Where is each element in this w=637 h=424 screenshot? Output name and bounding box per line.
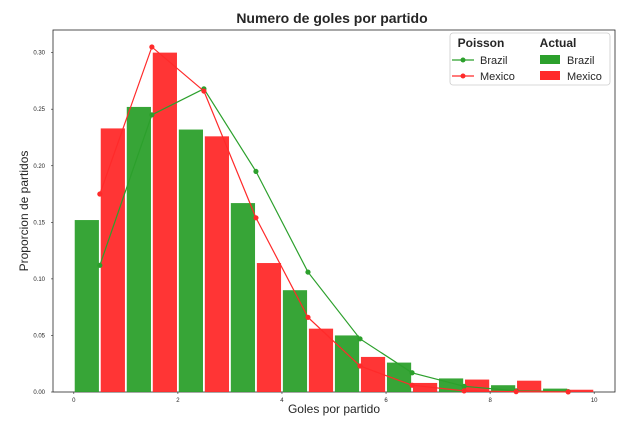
x-tick-label: 0 (72, 398, 76, 404)
poisson-point-brazil-4 (305, 269, 311, 275)
x-axis-label: Goles por partido (288, 402, 380, 416)
poisson-point-mexico-0 (97, 191, 103, 197)
bar-mexico-5 (360, 356, 386, 392)
bar-mexico-6 (412, 382, 438, 392)
y-tick-label: 0.30 (33, 51, 45, 57)
poisson-point-mexico-3 (253, 215, 259, 221)
bar-mexico-1 (152, 52, 177, 392)
y-tick-label: 0.20 (33, 164, 45, 170)
bar-mexico-9 (569, 389, 594, 392)
line-layer (97, 44, 571, 395)
poisson-point-mexico-2 (201, 88, 207, 94)
x-tick-label: 6 (384, 398, 388, 404)
chart-title: Numero de goles por partido (236, 10, 427, 26)
bar-mexico-2 (204, 136, 230, 392)
bar-brazil-2 (178, 129, 203, 393)
y-tick-label: 0.15 (33, 220, 45, 226)
legend-actual-brazil-label: Brazil (567, 55, 595, 67)
poisson-point-brazil-0 (97, 262, 103, 268)
poisson-point-brazil-7 (461, 383, 467, 389)
poisson-point-brazil-3 (253, 168, 259, 175)
poisson-point-brazil-6 (409, 370, 415, 376)
poisson-line-brazil (99, 88, 569, 393)
poisson-point-brazil-5 (357, 336, 363, 342)
y-axis-label: Proporcion de partidos (17, 151, 31, 272)
bar-mexico-8 (517, 380, 542, 392)
legend-header-poisson: Poisson (458, 36, 505, 50)
legend-box (449, 32, 611, 86)
legend-poisson-mexico-label: Mexico (480, 71, 515, 83)
y-tick-label: 0.25 (33, 107, 45, 113)
bar-brazil-5 (334, 335, 360, 392)
poisson-point-mexico-4 (305, 314, 311, 320)
poisson-line-mexico (99, 45, 569, 393)
x-tick-label: 8 (488, 398, 492, 404)
legend-header-actual: Actual (540, 36, 577, 50)
legend-poisson-brazil-label: Brazil (480, 55, 508, 67)
bar-brazil-3 (230, 203, 256, 392)
poisson-point-mexico-9 (565, 389, 571, 395)
legend-poisson-mexico-marker (460, 73, 466, 79)
x-tick-label: 4 (280, 398, 284, 404)
bar-brazil-8 (491, 385, 516, 392)
legend-poisson-brazil-marker (460, 57, 466, 63)
bar-mexico-3 (256, 263, 282, 392)
legend-actual-mexico-swatch (540, 71, 560, 80)
y-tick-label: 0.10 (33, 277, 45, 283)
x-axis-ticks: 0 2 4 6 8 10 (72, 392, 598, 404)
bar-brazil-9 (543, 388, 568, 392)
bar-mexico-4 (308, 328, 334, 392)
bar-brazil-0 (74, 220, 99, 392)
x-tick-label: 10 (591, 398, 598, 404)
x-tick-label: 2 (176, 398, 180, 404)
legend: Poisson Actual Brazil Mexico Brazil Mexi… (449, 32, 611, 86)
y-tick-label: 0.00 (33, 390, 45, 396)
poisson-point-mexico-6 (409, 382, 415, 388)
y-tick-label: 0.05 (33, 333, 45, 339)
legend-actual-mexico-label: Mexico (567, 71, 602, 83)
poisson-point-mexico-5 (357, 363, 363, 369)
poisson-point-mexico-7 (461, 388, 467, 394)
bar-mexico-0 (100, 128, 125, 392)
poisson-point-mexico-1 (149, 44, 155, 50)
bar-brazil-1 (126, 106, 151, 393)
y-axis-ticks: 0.00 0.05 0.10 0.15 0.20 0.25 0.30 (33, 51, 53, 396)
bar-mexico-7 (465, 379, 490, 392)
poisson-point-mexico-8 (513, 389, 519, 395)
legend-actual-brazil-swatch (540, 55, 560, 64)
poisson-point-brazil-1 (149, 112, 155, 118)
bar-brazil-4 (282, 290, 308, 392)
